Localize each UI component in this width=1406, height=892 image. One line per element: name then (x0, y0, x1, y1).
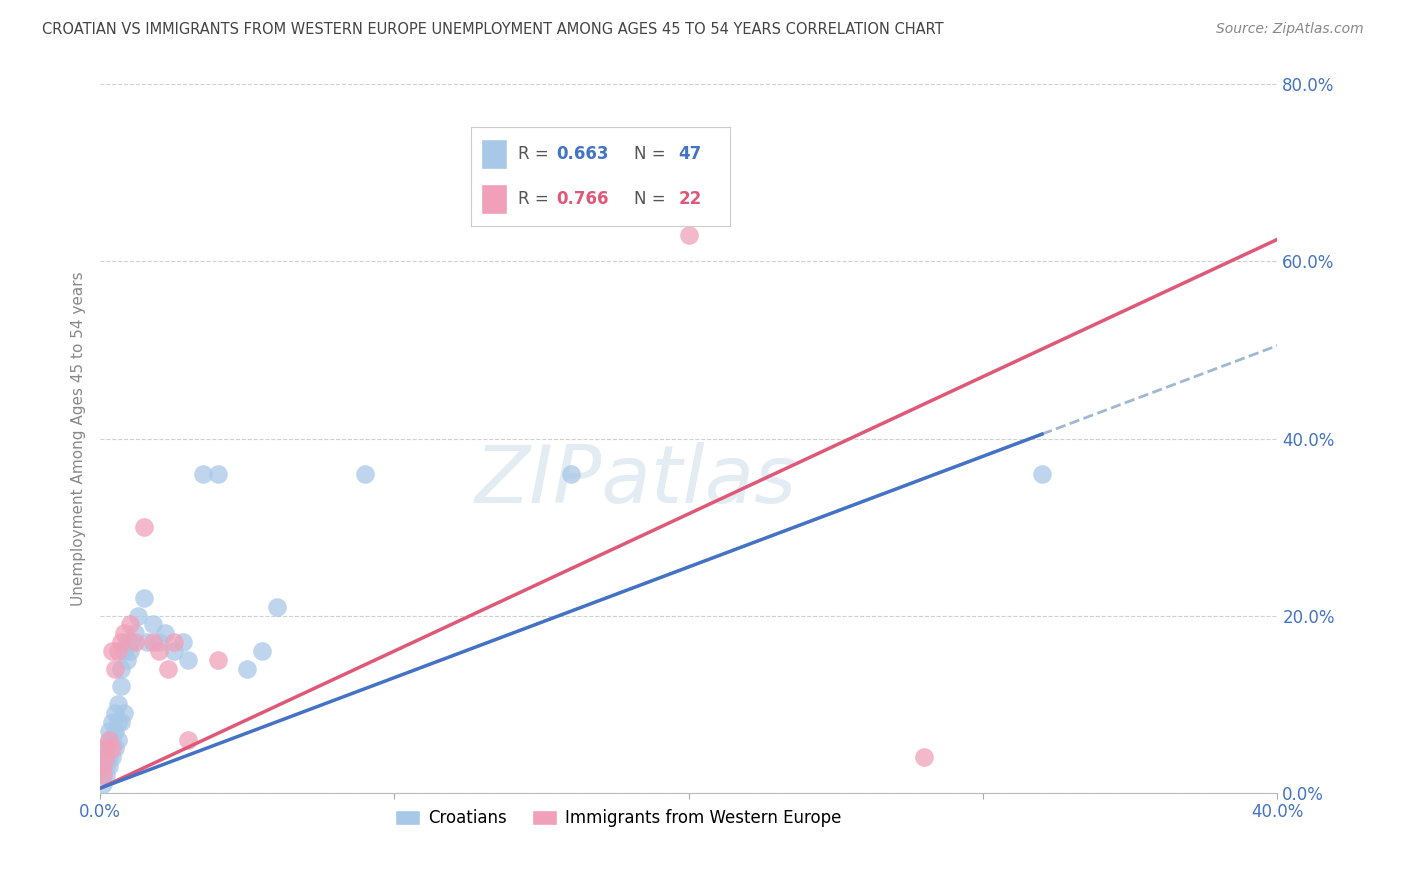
Text: ZIPatlas: ZIPatlas (475, 442, 797, 520)
Point (94, 759, 117, 773)
Point (115, 635, 138, 649)
Point (91, 759, 114, 773)
Point (236, 662, 259, 676)
Point (115, 653, 138, 667)
Point (560, 467, 582, 481)
Point (110, 680, 132, 694)
Point (94, 741, 117, 756)
Point (104, 741, 127, 756)
Point (101, 750, 124, 764)
Point (124, 635, 146, 649)
Point (266, 599, 288, 614)
Point (1031, 467, 1053, 481)
Point (177, 653, 200, 667)
Point (104, 662, 127, 676)
Point (91, 768, 114, 782)
Point (354, 467, 377, 481)
Point (110, 714, 132, 729)
Point (97, 723, 120, 738)
Point (94, 741, 117, 756)
Point (124, 626, 146, 640)
Point (91, 759, 114, 773)
Point (91, 777, 114, 791)
Text: Source: ZipAtlas.com: Source: ZipAtlas.com (1216, 22, 1364, 37)
Point (250, 644, 273, 658)
Y-axis label: Unemployment Among Ages 45 to 54 years: Unemployment Among Ages 45 to 54 years (72, 271, 86, 606)
Point (207, 467, 229, 481)
Point (142, 617, 165, 632)
Point (91, 768, 114, 782)
Point (107, 644, 129, 658)
Point (107, 732, 129, 747)
Text: CROATIAN VS IMMIGRANTS FROM WESTERN EUROPE UNEMPLOYMENT AMONG AGES 45 TO 54 YEAR: CROATIAN VS IMMIGRANTS FROM WESTERN EURO… (42, 22, 943, 37)
Point (153, 626, 176, 640)
Point (118, 617, 141, 632)
Legend: Croatians, Immigrants from Western Europe: Croatians, Immigrants from Western Europ… (388, 803, 848, 834)
Point (127, 608, 149, 623)
Point (148, 635, 170, 649)
Point (172, 635, 194, 649)
Point (118, 644, 141, 658)
Point (163, 644, 186, 658)
Point (104, 706, 127, 720)
Point (104, 723, 127, 738)
Point (101, 741, 124, 756)
Point (191, 467, 214, 481)
Point (112, 706, 135, 720)
Point (94, 750, 117, 764)
Point (107, 697, 129, 711)
Point (207, 653, 229, 667)
Point (134, 520, 156, 534)
Point (94, 768, 117, 782)
Point (97, 732, 120, 747)
Point (142, 635, 165, 649)
Point (97, 759, 120, 773)
Point (112, 644, 135, 658)
Point (134, 591, 156, 605)
Point (136, 635, 159, 649)
Point (110, 635, 132, 649)
Point (177, 732, 200, 747)
Point (148, 644, 170, 658)
Point (97, 732, 120, 747)
Point (163, 635, 186, 649)
Point (912, 750, 935, 764)
Point (94, 750, 117, 764)
Point (678, 227, 700, 242)
Point (110, 662, 132, 676)
Point (156, 662, 179, 676)
Point (112, 626, 135, 640)
Point (97, 750, 120, 764)
Point (118, 635, 141, 649)
Point (101, 644, 124, 658)
Point (101, 714, 124, 729)
Point (101, 732, 124, 747)
Point (107, 714, 129, 729)
